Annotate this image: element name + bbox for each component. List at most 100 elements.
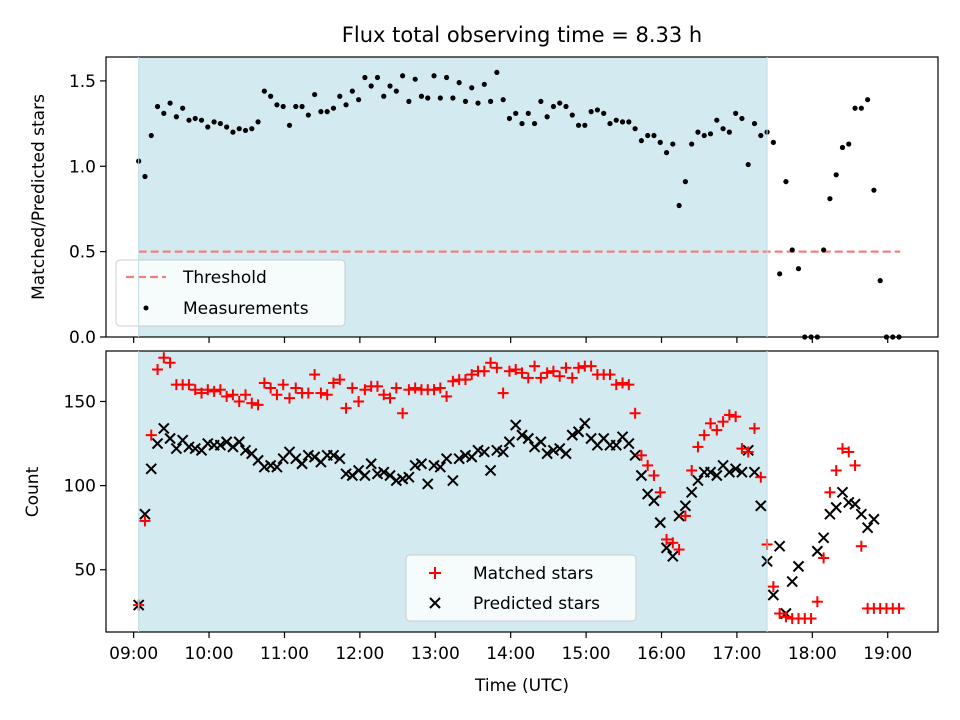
measurement-point xyxy=(550,103,557,110)
measurement-point xyxy=(513,110,519,116)
matched-star-point xyxy=(805,613,817,625)
measurement-point xyxy=(563,103,569,110)
matched-star-point xyxy=(290,382,302,394)
matched-star-point xyxy=(736,443,748,455)
matched-star-point xyxy=(252,399,264,411)
matched-star-point xyxy=(227,389,239,401)
predicted-star-point xyxy=(792,560,805,573)
measurement-point xyxy=(751,120,758,127)
measurement-point xyxy=(368,83,374,89)
top-y-axis-label: Matched/Predicted stars xyxy=(29,94,49,300)
y-tick-label: 1.5 xyxy=(69,72,96,92)
measurement-point xyxy=(538,98,544,104)
measurement-point xyxy=(544,114,550,120)
matched-star-point xyxy=(824,486,836,498)
measurement-point xyxy=(682,179,688,185)
measurement-point xyxy=(714,117,720,123)
matched-star-point xyxy=(371,380,383,392)
matched-star-point xyxy=(277,379,289,391)
matched-star-point xyxy=(629,407,641,419)
matched-star-point xyxy=(447,375,459,387)
matched-star-point xyxy=(573,362,585,374)
predicted-star-point xyxy=(855,508,868,520)
measurement-point xyxy=(443,74,450,81)
top-y-axis-ticks: 0.0 0.5 1.0 1.5 xyxy=(69,72,106,348)
flux-ratio-panel: 0.0 0.5 1.0 1.5 Flux total observing time =… xyxy=(29,23,939,348)
x-tick-label: 18:00 xyxy=(788,644,837,664)
measurement-point xyxy=(469,85,475,91)
predicted-star-point xyxy=(566,429,578,441)
matched-star-point xyxy=(246,397,258,409)
star-count-points xyxy=(132,352,905,625)
matched-star-point xyxy=(535,372,547,384)
matched-star-point xyxy=(403,384,415,396)
measurement-point xyxy=(758,132,764,139)
matched-star-point xyxy=(327,377,339,389)
measurement-point xyxy=(519,120,525,127)
matched-star-point xyxy=(466,369,478,381)
measurement-point xyxy=(148,132,154,139)
predicted-star-point xyxy=(522,432,534,445)
measurement-point xyxy=(293,103,299,110)
matched-star-point xyxy=(661,533,673,545)
measurement-point xyxy=(374,74,381,81)
predicted-star-point xyxy=(629,449,641,462)
matched-star-point xyxy=(554,370,566,382)
measurement-point xyxy=(362,74,368,81)
predicted-star-point xyxy=(158,422,170,435)
measurement-point xyxy=(871,187,877,193)
matched-star-point xyxy=(610,379,622,391)
predicted-star-point xyxy=(403,471,415,483)
matched-star-point xyxy=(302,387,314,399)
predicted-star-point xyxy=(359,469,371,482)
predicted-star-point xyxy=(635,469,648,482)
measurement-point xyxy=(299,103,305,110)
matched-star-point xyxy=(654,486,666,498)
measurement-point xyxy=(400,73,406,79)
star-count-panel: 50 100 150 09:00 10:00 11:00 12:00 13:00 14:00 1… xyxy=(23,350,939,696)
predicted-star-point xyxy=(660,542,673,554)
measurement-point xyxy=(739,115,745,122)
measurement-point xyxy=(242,127,249,134)
predicted-star-point xyxy=(170,442,183,455)
x-tick-label: 12:00 xyxy=(335,644,384,664)
measurement-point xyxy=(651,132,657,139)
measurement-point xyxy=(745,161,751,168)
y-tick-label: 150 xyxy=(64,392,96,412)
matched-star-point xyxy=(623,379,635,391)
matched-star-point xyxy=(390,382,402,394)
matched-star-point xyxy=(152,364,164,376)
measurement-point xyxy=(494,69,500,75)
matched-star-point xyxy=(334,374,346,386)
measurement-point xyxy=(720,126,726,132)
matched-star-point xyxy=(742,446,754,458)
matched-star-point xyxy=(510,364,522,376)
predicted-star-point xyxy=(679,500,692,512)
matched-star-point xyxy=(780,611,792,623)
predicted-star-point xyxy=(484,464,497,477)
predicted-star-point xyxy=(773,540,786,552)
matched-star-point xyxy=(459,374,471,386)
top-legend: Threshold Measurements xyxy=(115,259,346,327)
predicted-star-point xyxy=(711,469,723,482)
matched-star-point xyxy=(893,602,905,614)
matched-star-point xyxy=(635,449,647,461)
measurement-point xyxy=(236,126,242,132)
measurement-point xyxy=(343,102,349,108)
predicted-star-point xyxy=(271,461,283,473)
predicted-star-point xyxy=(623,437,635,450)
measurement-point xyxy=(557,100,563,106)
measurement-point xyxy=(531,120,538,127)
x-tick-label: 13:00 xyxy=(411,644,460,664)
matched-star-point xyxy=(830,464,842,476)
predicted-star-point xyxy=(434,461,447,473)
predicted-star-point xyxy=(296,458,308,470)
measurement-point xyxy=(839,144,846,151)
predicted-star-point xyxy=(704,466,717,478)
predicted-star-point xyxy=(667,550,679,562)
matched-star-point xyxy=(145,429,157,441)
matched-star-point xyxy=(340,402,352,414)
matched-star-point xyxy=(767,581,779,593)
measurement-point xyxy=(324,109,330,115)
matched-star-point xyxy=(309,369,321,381)
